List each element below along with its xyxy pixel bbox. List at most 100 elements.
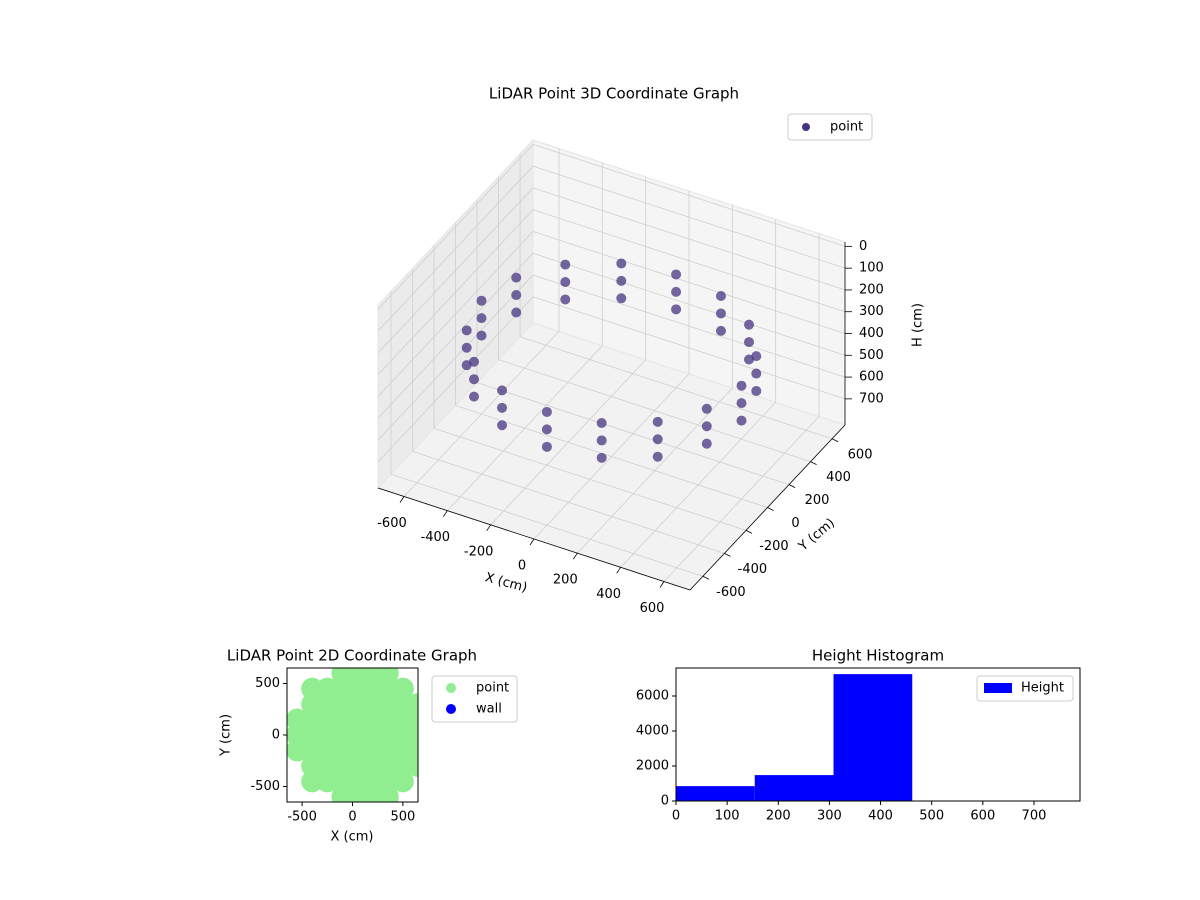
point (715, 291, 726, 302)
grid-line (377, 144, 534, 310)
point (301, 754, 324, 777)
z-tick-label: 600 (859, 370, 884, 385)
x-tick-label: 600 (640, 601, 665, 616)
legend-box (976, 675, 1074, 702)
point (376, 677, 399, 700)
x-tick-label: 400 (868, 809, 893, 824)
point (301, 677, 324, 700)
y-tick-label: -500 (250, 779, 280, 794)
point (476, 330, 487, 341)
point (652, 434, 663, 445)
chart-title: LiDAR Point 2D Coordinate Graph (227, 647, 477, 665)
tick-mark (443, 510, 448, 517)
point (461, 325, 472, 336)
grid-line (377, 296, 534, 463)
axis-line (689, 424, 846, 591)
point (671, 269, 682, 280)
tick-mark (745, 530, 753, 534)
point (596, 417, 607, 428)
tick-mark (724, 552, 731, 557)
legend-marker (446, 683, 456, 693)
axes-frame (675, 667, 1081, 802)
grid-line (390, 473, 704, 577)
y-tick-label: 200 (805, 493, 830, 508)
grid-line (532, 274, 846, 378)
y-tick-label: 400 (826, 470, 851, 485)
point (461, 342, 472, 353)
point (316, 708, 339, 731)
point (361, 754, 384, 777)
grid-line (433, 428, 747, 531)
y-tick-label: 0 (791, 516, 799, 531)
point (346, 754, 369, 777)
tick-mark (529, 538, 535, 546)
point (331, 708, 354, 731)
grid-line (532, 187, 846, 291)
grid-line (532, 165, 846, 269)
point (376, 754, 399, 777)
point (316, 677, 339, 700)
point (346, 770, 369, 793)
y-tick-label: 500 (255, 676, 280, 691)
x-tick-label: 0 (518, 559, 526, 574)
z-axis-label: H (cm) (911, 303, 926, 347)
point (301, 770, 324, 793)
point (331, 724, 354, 746)
point (560, 294, 571, 305)
point (316, 739, 339, 762)
point (376, 724, 399, 746)
x-tick-label: -600 (377, 516, 407, 531)
point (736, 415, 747, 426)
tick-mark (616, 567, 621, 574)
grid-line (377, 209, 534, 375)
x-tick-label: -400 (421, 530, 451, 545)
chart-title: Height Histogram (812, 647, 944, 665)
z-tick-label: 700 (859, 391, 884, 406)
x-tick-label: 500 (390, 810, 415, 825)
legend-box (787, 113, 873, 141)
x-tick-label: 300 (817, 809, 842, 824)
x-tick-label: -200 (464, 544, 494, 559)
tick-mark (788, 484, 796, 488)
point (331, 677, 354, 700)
point (361, 770, 384, 793)
grid-line (519, 336, 833, 440)
chart-2d: -500 0 500 -500 0 500 point wall (250, 667, 518, 825)
tick-mark (810, 461, 817, 466)
chart-histogram: Height 0 100 200 300 400 500 600 700 0 2000 4000 600… (636, 667, 1081, 824)
point (391, 754, 414, 777)
y-tick-label: -200 (759, 539, 789, 554)
point (346, 724, 369, 746)
point (596, 452, 607, 463)
y-tick-label: 6000 (636, 689, 669, 704)
point (715, 308, 726, 319)
x-tick-label: 100 (715, 809, 740, 824)
x-tick-label: -500 (287, 810, 317, 825)
point (652, 451, 663, 462)
point (701, 421, 712, 432)
point (391, 693, 414, 716)
tick-mark (573, 552, 578, 560)
point (376, 739, 399, 762)
point (476, 313, 487, 324)
y-tick-label: 4000 (636, 724, 669, 739)
tick-mark (659, 581, 665, 588)
point (744, 319, 755, 330)
z-tick-label: 200 (859, 282, 884, 297)
z-tick-label: 400 (859, 326, 884, 341)
point (346, 739, 369, 762)
point (361, 693, 384, 716)
point (476, 295, 487, 306)
point (316, 754, 339, 777)
y-tick-label: 600 (848, 447, 873, 462)
point (511, 272, 522, 283)
point (316, 724, 339, 746)
point (511, 290, 522, 301)
grid-line (377, 187, 534, 354)
grid-line (498, 359, 811, 463)
grid-line (412, 450, 725, 554)
point (497, 402, 508, 413)
point (376, 693, 399, 716)
point (497, 385, 508, 396)
